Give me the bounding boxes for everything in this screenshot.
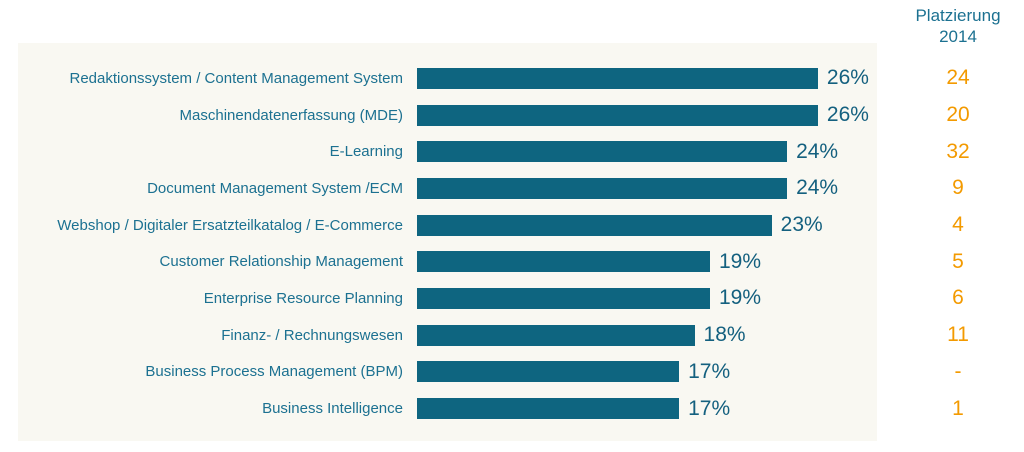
bar-row: Business Intelligence 17% 1 xyxy=(0,390,1024,427)
bar-row: Business Process Management (BPM) 17% - xyxy=(0,354,1024,391)
value-bar xyxy=(417,287,710,309)
value-bar xyxy=(417,104,818,126)
value-label: 23% xyxy=(780,213,823,237)
bar-row: Webshop / Digitaler Ersatzteilkatalog / … xyxy=(0,207,1024,244)
value-label: 24% xyxy=(796,139,839,163)
bar-row: Redaktionssystem / Content Management Sy… xyxy=(0,60,1024,97)
category-label: Webshop / Digitaler Ersatzteilkatalog / … xyxy=(57,216,403,234)
bar-row: Maschinendatenerfassung (MDE) 26% 20 xyxy=(0,97,1024,134)
category-label: Redaktionssystem / Content Management Sy… xyxy=(69,69,404,87)
placement-value: 32 xyxy=(946,139,970,163)
category-label: Business Process Management (BPM) xyxy=(145,363,403,381)
value-label: 17% xyxy=(688,396,731,420)
category-label: Finanz- / Rechnungswesen xyxy=(221,326,403,344)
value-label: 19% xyxy=(718,286,761,310)
value-label: 17% xyxy=(688,359,731,383)
value-bar xyxy=(417,67,818,89)
value-bar xyxy=(417,324,695,346)
bar-row: Document Management System /ECM 24% 9 xyxy=(0,170,1024,207)
value-bar xyxy=(417,251,710,273)
placement-value: 11 xyxy=(947,323,969,347)
bar-rows-container: Redaktionssystem / Content Management Sy… xyxy=(0,60,1024,427)
value-bar xyxy=(417,398,680,420)
placement-value: 4 xyxy=(952,213,964,237)
placement-value: 1 xyxy=(952,396,964,420)
value-label: 26% xyxy=(826,103,869,127)
category-label: Document Management System /ECM xyxy=(147,179,403,197)
value-bar xyxy=(417,361,680,383)
value-label: 26% xyxy=(826,66,869,90)
value-bar xyxy=(417,214,772,236)
value-label: 18% xyxy=(703,323,746,347)
bar-row: E-Learning 24% 32 xyxy=(0,133,1024,170)
value-bar xyxy=(417,141,788,163)
value-bar xyxy=(417,177,788,199)
value-label: 24% xyxy=(796,176,839,200)
bar-row: Customer Relationship Management 19% 5 xyxy=(0,243,1024,280)
bar-row: Finanz- / Rechnungswesen 18% 11 xyxy=(0,317,1024,354)
placement-value: 20 xyxy=(946,103,970,127)
placement-value: 6 xyxy=(952,286,964,310)
placement-column-header: Platzierung 2014 xyxy=(915,6,1001,47)
category-label: Enterprise Resource Planning xyxy=(203,289,403,307)
bar-row: Enterprise Resource Planning 19% 6 xyxy=(0,280,1024,317)
placement-value: - xyxy=(954,359,962,383)
placement-value: 24 xyxy=(946,66,970,90)
placement-value: 5 xyxy=(952,249,964,273)
value-label: 19% xyxy=(718,249,761,273)
category-label: Maschinendatenerfassung (MDE) xyxy=(179,106,403,124)
category-label: Customer Relationship Management xyxy=(159,253,403,271)
placement-value: 9 xyxy=(952,176,964,200)
category-label: E-Learning xyxy=(329,143,403,161)
category-label: Business Intelligence xyxy=(262,400,403,418)
